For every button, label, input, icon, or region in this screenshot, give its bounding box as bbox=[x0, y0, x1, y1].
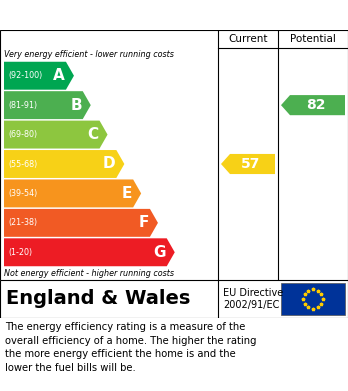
Text: England & Wales: England & Wales bbox=[6, 289, 190, 308]
Text: (39-54): (39-54) bbox=[8, 189, 37, 198]
Polygon shape bbox=[4, 91, 91, 119]
Text: 57: 57 bbox=[241, 157, 261, 171]
Bar bbox=[281, 283, 345, 315]
Text: EU Directive
2002/91/EC: EU Directive 2002/91/EC bbox=[223, 288, 283, 310]
Polygon shape bbox=[4, 239, 175, 266]
Polygon shape bbox=[281, 95, 345, 115]
Text: (92-100): (92-100) bbox=[8, 71, 42, 80]
Polygon shape bbox=[4, 120, 108, 149]
Polygon shape bbox=[4, 179, 141, 207]
Text: (21-38): (21-38) bbox=[8, 218, 37, 227]
Polygon shape bbox=[4, 150, 124, 178]
Text: (1-20): (1-20) bbox=[8, 248, 32, 257]
Text: (81-91): (81-91) bbox=[8, 100, 37, 109]
Polygon shape bbox=[221, 154, 275, 174]
Text: C: C bbox=[87, 127, 98, 142]
Text: Very energy efficient - lower running costs: Very energy efficient - lower running co… bbox=[4, 50, 174, 59]
Text: F: F bbox=[139, 215, 149, 230]
Text: Not energy efficient - higher running costs: Not energy efficient - higher running co… bbox=[4, 269, 174, 278]
Text: G: G bbox=[153, 245, 166, 260]
Text: A: A bbox=[53, 68, 65, 83]
Text: 82: 82 bbox=[306, 98, 326, 112]
Text: D: D bbox=[103, 156, 115, 172]
Text: E: E bbox=[122, 186, 132, 201]
Text: Potential: Potential bbox=[290, 34, 336, 44]
Text: (55-68): (55-68) bbox=[8, 160, 37, 169]
Text: Energy Efficiency Rating: Energy Efficiency Rating bbox=[7, 7, 217, 23]
Text: Current: Current bbox=[228, 34, 268, 44]
Polygon shape bbox=[4, 62, 74, 90]
Text: The energy efficiency rating is a measure of the
overall efficiency of a home. T: The energy efficiency rating is a measur… bbox=[5, 322, 256, 373]
Polygon shape bbox=[4, 209, 158, 237]
Text: (69-80): (69-80) bbox=[8, 130, 37, 139]
Text: B: B bbox=[70, 98, 82, 113]
